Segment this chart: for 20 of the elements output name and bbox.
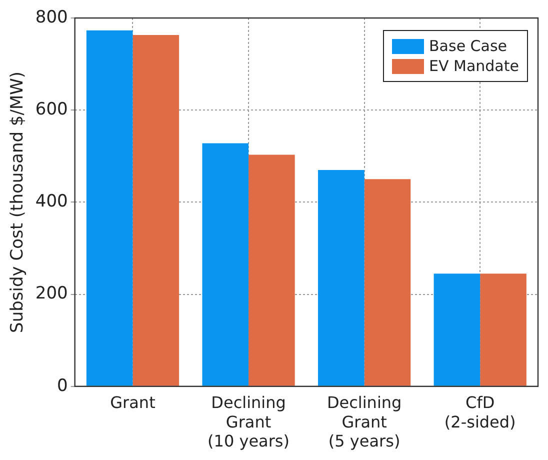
x-tick-label: Declining Grant (5 years) [326,393,402,451]
y-tick-label: 200 [35,284,68,304]
bar [132,35,180,386]
x-tick-label: Declining Grant (10 years) [208,393,290,451]
bar [480,274,526,386]
bar [434,274,480,386]
y-tick-label: 400 [35,192,68,212]
y-tick-label: 0 [57,376,68,396]
bar [248,154,295,386]
bar [364,179,411,386]
x-tick-label: CfD (2-sided) [444,393,516,432]
bar [318,170,364,386]
x-tick-label: Grant [110,393,156,412]
bar [86,30,133,386]
bar [202,143,249,386]
y-tick-label: 800 [35,7,68,28]
legend-label: EV Mandate [429,57,519,75]
y-tick-label: 600 [35,100,68,120]
legend-label: Base Case [429,37,508,55]
y-axis-title: Subsidy Cost (thousand $/MW) [8,71,28,333]
